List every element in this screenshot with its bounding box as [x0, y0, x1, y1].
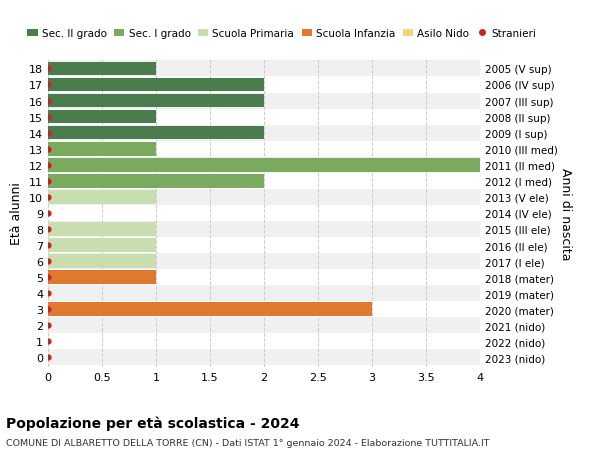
Bar [48, 61, 480, 77]
Bar [48, 174, 480, 190]
Bar [48, 223, 156, 236]
Bar [48, 318, 480, 334]
Y-axis label: Età alunni: Età alunni [10, 182, 23, 245]
Bar [48, 221, 480, 237]
Bar [48, 190, 480, 206]
Bar [48, 174, 264, 188]
Bar [48, 350, 480, 366]
Bar [48, 255, 156, 269]
Bar [48, 125, 480, 141]
Bar [48, 158, 480, 172]
Bar [48, 190, 156, 204]
Bar [48, 95, 264, 108]
Bar [48, 237, 480, 253]
Bar [48, 141, 480, 157]
Bar [48, 109, 480, 125]
Bar [48, 271, 156, 284]
Bar [48, 239, 156, 252]
Text: Popolazione per età scolastica - 2024: Popolazione per età scolastica - 2024 [6, 415, 299, 430]
Bar [48, 303, 372, 316]
Y-axis label: Anni di nascita: Anni di nascita [559, 167, 572, 260]
Legend: Sec. II grado, Sec. I grado, Scuola Primaria, Scuola Infanzia, Asilo Nido, Stran: Sec. II grado, Sec. I grado, Scuola Prim… [23, 25, 540, 43]
Text: COMUNE DI ALBARETTO DELLA TORRE (CN) - Dati ISTAT 1° gennaio 2024 - Elaborazione: COMUNE DI ALBARETTO DELLA TORRE (CN) - D… [6, 438, 490, 448]
Bar [48, 206, 480, 221]
Bar [48, 77, 480, 93]
Bar [48, 78, 264, 92]
Bar [48, 269, 480, 285]
Bar [48, 93, 480, 109]
Bar [48, 157, 480, 174]
Bar [48, 111, 156, 124]
Bar [48, 127, 264, 140]
Bar [48, 62, 156, 76]
Bar [48, 253, 480, 269]
Bar [48, 285, 480, 302]
Bar [48, 302, 480, 318]
Bar [48, 143, 156, 156]
Bar [48, 334, 480, 350]
